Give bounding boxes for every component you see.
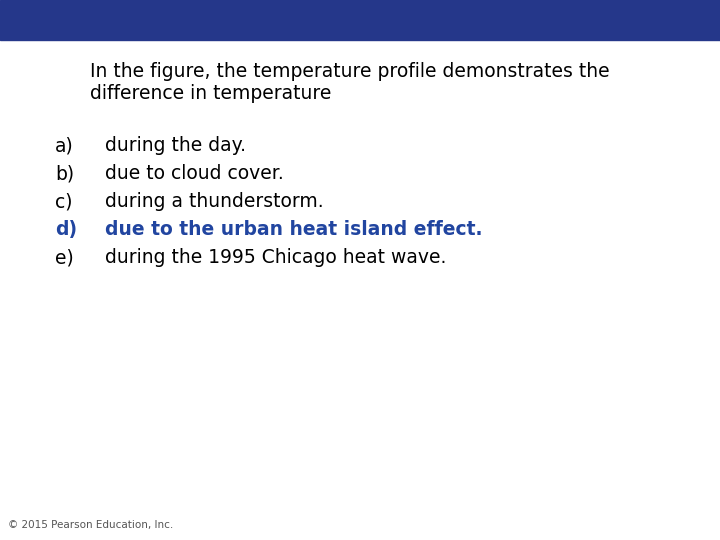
Text: during the 1995 Chicago heat wave.: during the 1995 Chicago heat wave. <box>105 248 446 267</box>
Text: © 2015 Pearson Education, Inc.: © 2015 Pearson Education, Inc. <box>8 520 174 530</box>
Text: b): b) <box>55 164 74 183</box>
Text: due to cloud cover.: due to cloud cover. <box>105 164 284 183</box>
Text: during a thunderstorm.: during a thunderstorm. <box>105 192 323 211</box>
Text: d): d) <box>55 220 77 239</box>
Text: In the figure, the temperature profile demonstrates the: In the figure, the temperature profile d… <box>90 62 610 81</box>
Text: a): a) <box>55 136 73 155</box>
Text: difference in temperature: difference in temperature <box>90 84 331 103</box>
Bar <box>0 0 720 40</box>
Text: during the day.: during the day. <box>105 136 246 155</box>
Text: c): c) <box>55 192 73 211</box>
Text: e): e) <box>55 248 73 267</box>
Text: due to the urban heat island effect.: due to the urban heat island effect. <box>105 220 482 239</box>
